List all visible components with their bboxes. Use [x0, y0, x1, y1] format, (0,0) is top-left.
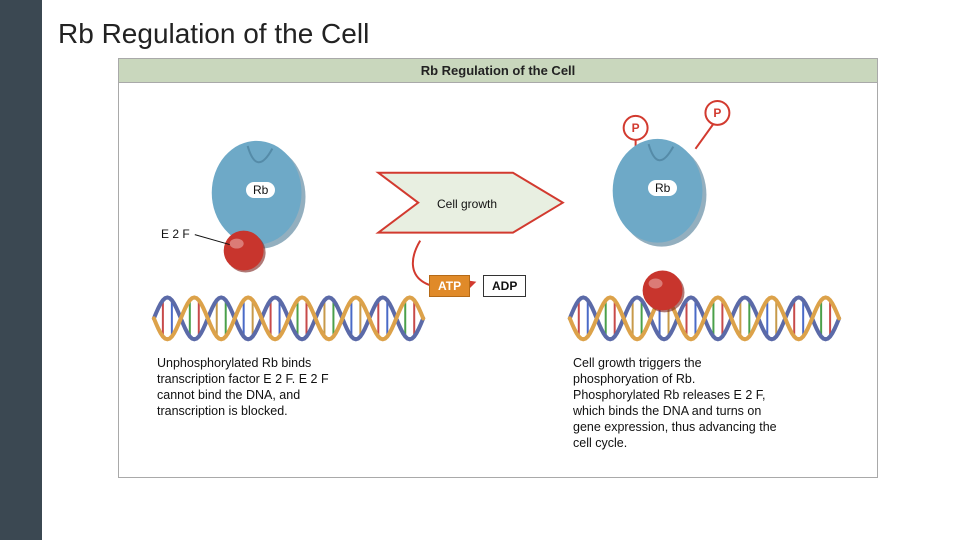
- slide-root: Rb Regulation of the Cell Rb Regulation …: [0, 0, 960, 540]
- caption-right: Cell growth triggers the phosphoryation …: [573, 355, 783, 451]
- rb-label-left: Rb: [245, 181, 276, 199]
- caption-left: Unphosphorylated Rb binds transcription …: [157, 355, 367, 419]
- slide-title: Rb Regulation of the Cell: [58, 18, 940, 50]
- figure-title-bar: Rb Regulation of the Cell: [119, 59, 877, 83]
- figure-container: Rb Regulation of the Cell P P Rb Rb E 2 F…: [118, 58, 878, 478]
- svg-text:P: P: [713, 106, 721, 120]
- slide-content: Rb Regulation of the Cell Rb Regulation …: [42, 0, 960, 540]
- e2f-label: E 2 F: [161, 227, 190, 241]
- svg-text:P: P: [632, 121, 640, 135]
- rb-label-right: Rb: [647, 179, 678, 197]
- adp-box: ADP: [483, 275, 526, 297]
- sidebar-accent: [0, 0, 42, 540]
- figure-stage: P P Rb Rb E 2 F Cell growth ATP ADP Unpho…: [119, 83, 877, 477]
- cell-growth-label: Cell growth: [437, 197, 497, 211]
- atp-box: ATP: [429, 275, 470, 297]
